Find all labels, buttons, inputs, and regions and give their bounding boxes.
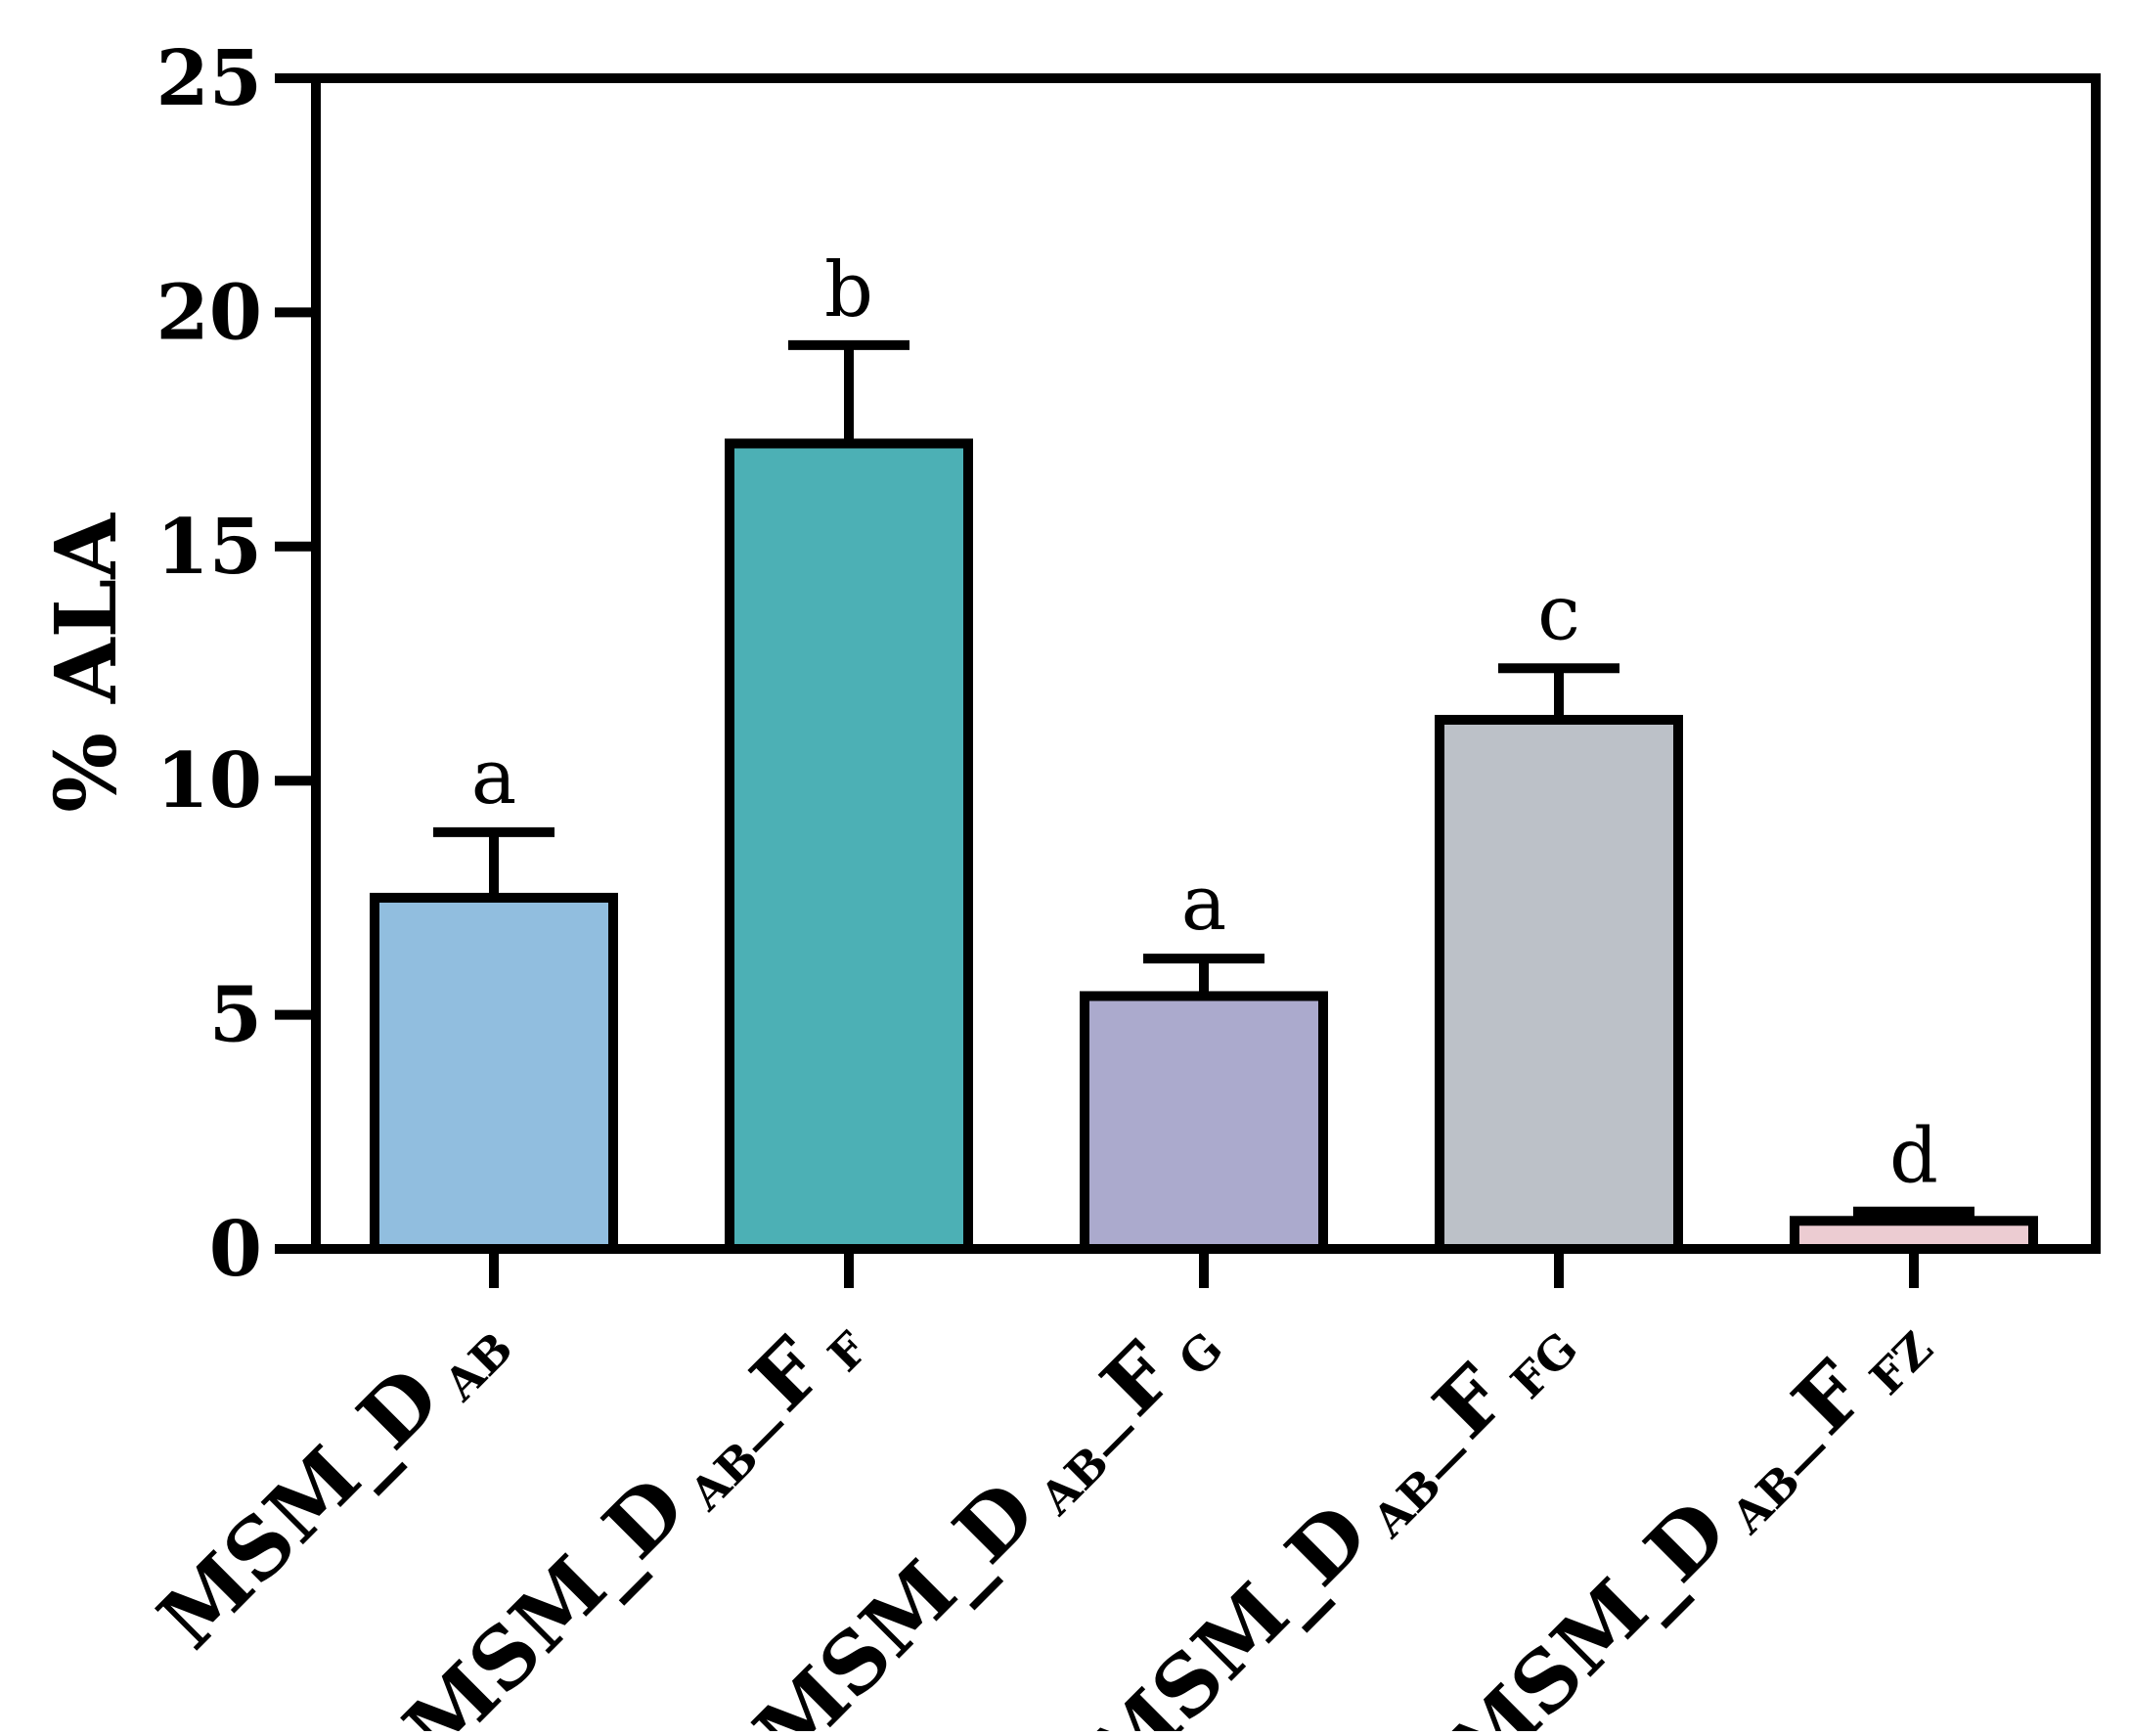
x-category-label-5: MSM_DAB—FFZ <box>1427 1287 1942 1731</box>
bars-layer <box>370 438 2038 1255</box>
x-category-label-1: MSM_DAB <box>140 1287 523 1670</box>
significance-letter-3: a <box>1181 860 1227 948</box>
bar-1 <box>370 892 618 1255</box>
y-axis-title: % ALA <box>37 512 136 813</box>
bar-2 <box>725 438 973 1254</box>
y-tick-label-25: 25 <box>155 34 262 123</box>
y-axis: 0 5 10 15 20 25 <box>155 34 316 1294</box>
significance-letters: a b a c d <box>471 246 1938 1201</box>
error-bars-layer <box>433 339 1974 1222</box>
significance-letter-1: a <box>471 734 517 822</box>
significance-letter-4: c <box>1537 569 1580 657</box>
y-tick-label-15: 15 <box>155 503 262 592</box>
y-tick-label-10: 10 <box>155 736 262 825</box>
bar-4 <box>1435 714 1683 1254</box>
y-tick-label-5: 5 <box>209 971 262 1060</box>
y-tick-label-20: 20 <box>155 268 262 357</box>
y-tick-label-0: 0 <box>209 1205 262 1294</box>
bar-3 <box>1080 991 1328 1254</box>
x-axis: MSM_DABMSM_DAB—FFMSM_DAB—FGMSM_DAB—FFGMS… <box>140 1249 1943 1736</box>
significance-letter-2: b <box>824 246 873 334</box>
significance-letter-5: d <box>1889 1113 1938 1201</box>
